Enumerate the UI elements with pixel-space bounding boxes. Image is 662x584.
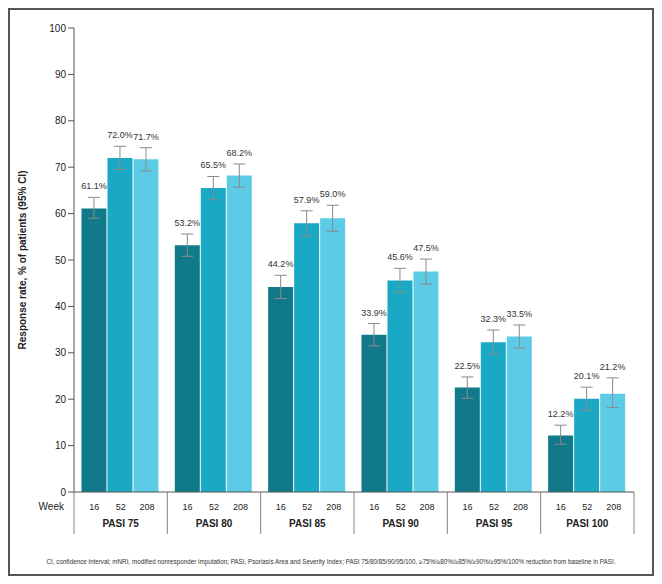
svg-text:33.9%: 33.9% xyxy=(361,308,387,318)
svg-text:Response rate, % of patients (: Response rate, % of patients (95% CI) xyxy=(17,171,28,350)
svg-text:PASI 85: PASI 85 xyxy=(289,518,326,529)
svg-text:16: 16 xyxy=(183,502,193,512)
svg-text:50: 50 xyxy=(55,255,67,266)
svg-text:60: 60 xyxy=(55,208,67,219)
svg-text:20.1%: 20.1% xyxy=(574,371,600,381)
svg-text:PASI 75: PASI 75 xyxy=(102,518,139,529)
svg-text:16: 16 xyxy=(89,502,99,512)
svg-text:208: 208 xyxy=(513,502,528,512)
svg-text:Week: Week xyxy=(39,501,65,512)
svg-text:30: 30 xyxy=(55,347,67,358)
svg-text:PASI 80: PASI 80 xyxy=(196,518,233,529)
html-text:CI, confidence interval; mNRI,: CI, confidence interval; mNRI, modified … xyxy=(46,558,616,565)
svg-text:68.2%: 68.2% xyxy=(227,148,253,158)
svg-text:0: 0 xyxy=(60,487,66,498)
svg-text:80: 80 xyxy=(55,115,67,126)
svg-text:47.5%: 47.5% xyxy=(413,243,439,253)
svg-text:208: 208 xyxy=(233,502,248,512)
svg-text:20: 20 xyxy=(55,394,67,405)
svg-text:65.5%: 65.5% xyxy=(201,160,227,170)
svg-text:52: 52 xyxy=(209,502,219,512)
svg-text:52: 52 xyxy=(582,502,592,512)
svg-text:16: 16 xyxy=(463,502,473,512)
svg-text:16: 16 xyxy=(276,502,286,512)
svg-text:PASI 95: PASI 95 xyxy=(476,518,513,529)
svg-text:21.2%: 21.2% xyxy=(600,362,626,372)
svg-text:22.5%: 22.5% xyxy=(455,361,481,371)
svg-text:53.2%: 53.2% xyxy=(175,218,201,228)
svg-text:33.5%: 33.5% xyxy=(507,309,533,319)
svg-text:16: 16 xyxy=(556,502,566,512)
svg-text:45.6%: 45.6% xyxy=(387,252,413,262)
svg-text:16: 16 xyxy=(369,502,379,512)
svg-text:12.2%: 12.2% xyxy=(548,409,574,419)
svg-text:52: 52 xyxy=(116,502,126,512)
svg-text:PASI 100: PASI 100 xyxy=(566,518,608,529)
svg-text:40: 40 xyxy=(55,301,67,312)
svg-text:61.1%: 61.1% xyxy=(81,181,107,191)
svg-text:71.7%: 71.7% xyxy=(133,132,159,142)
svg-text:90: 90 xyxy=(55,69,67,80)
svg-text:208: 208 xyxy=(326,502,341,512)
svg-text:72.0%: 72.0% xyxy=(107,130,133,140)
svg-text:PASI 90: PASI 90 xyxy=(382,518,419,529)
svg-text:57.9%: 57.9% xyxy=(294,195,320,205)
svg-text:208: 208 xyxy=(606,502,621,512)
svg-text:208: 208 xyxy=(140,502,155,512)
svg-text:44.2%: 44.2% xyxy=(268,259,294,269)
svg-text:100: 100 xyxy=(49,23,66,34)
svg-text:59.0%: 59.0% xyxy=(320,189,346,199)
svg-text:32.3%: 32.3% xyxy=(481,314,507,324)
svg-text:52: 52 xyxy=(302,502,312,512)
svg-text:52: 52 xyxy=(396,502,406,512)
svg-text:70: 70 xyxy=(55,162,67,173)
svg-text:52: 52 xyxy=(489,502,499,512)
svg-text:208: 208 xyxy=(420,502,435,512)
svg-text:10: 10 xyxy=(55,440,67,451)
